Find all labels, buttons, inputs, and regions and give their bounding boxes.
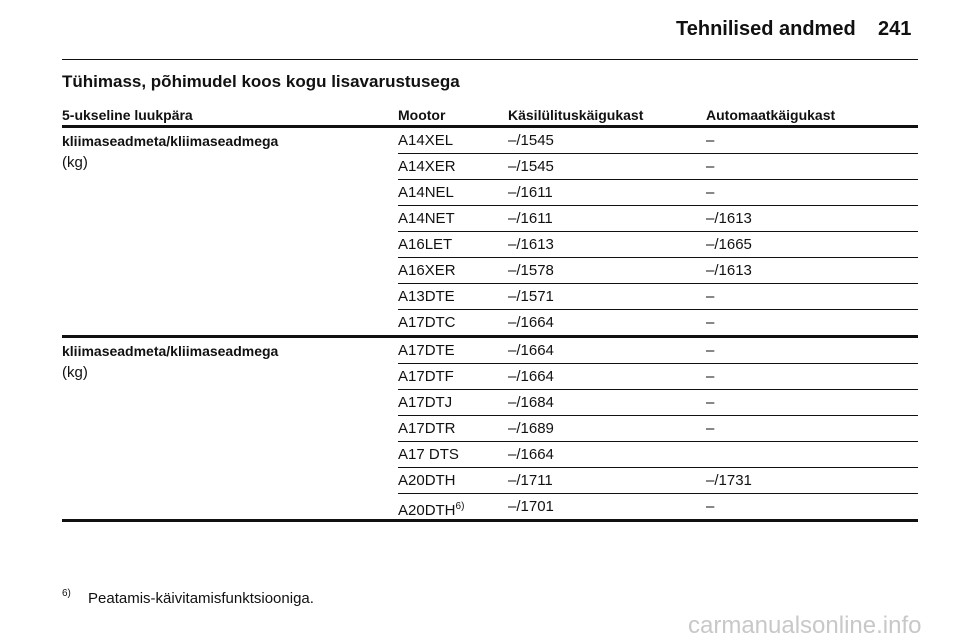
engine-cell: A20DTH <box>398 468 456 494</box>
row-rule <box>398 467 918 468</box>
manual-cell: –/1664 <box>508 446 554 463</box>
engine-cell: A17 DTS <box>398 442 459 468</box>
engine-cell: A17DTC <box>398 310 456 336</box>
automatic-cell: –/1731 <box>706 472 752 489</box>
automatic-cell: – <box>706 498 715 515</box>
automatic-cell: –/1613 <box>706 262 752 279</box>
manual-cell: –/1684 <box>508 394 554 411</box>
automatic-cell: – <box>706 132 715 149</box>
group-label: kliimaseadmeta/kliimaseadmega <box>62 133 279 149</box>
manual-cell: –/1664 <box>508 314 554 331</box>
row-rule <box>398 309 918 310</box>
engine-cell: A17DTF <box>398 364 454 390</box>
automatic-cell: – <box>706 288 715 305</box>
engine-cell: A14NEL <box>398 180 454 206</box>
row-rule <box>398 257 918 258</box>
engine-cell: A14XER <box>398 154 456 180</box>
row-rule <box>398 179 918 180</box>
engine: A14NET <box>398 210 455 227</box>
engine-cell: A14NET <box>398 206 455 232</box>
manual-cell: –/1689 <box>508 420 554 437</box>
engine-cell: A20DTH6) <box>398 494 464 524</box>
row-rule <box>398 231 918 232</box>
automatic-cell: – <box>706 158 715 175</box>
engine: A20DTH <box>398 472 456 489</box>
engine: A17 DTS <box>398 446 459 463</box>
engine-cell: A13DTE <box>398 284 455 310</box>
automatic-cell: – <box>706 342 715 359</box>
engine: A13DTE <box>398 288 455 305</box>
manual-cell: –/1701 <box>508 498 554 515</box>
column-header: Automaatkäigukast <box>706 107 836 123</box>
header-title: Tehnilised andmed <box>676 18 856 40</box>
manual-cell: –/1571 <box>508 288 554 305</box>
automatic-cell: – <box>706 394 715 411</box>
automatic-cell: – <box>706 368 715 385</box>
automatic-cell: – <box>706 420 715 437</box>
row-rule <box>398 441 918 442</box>
manual-cell: –/1711 <box>508 472 553 489</box>
column-header: Mootor <box>398 107 446 123</box>
group-label: kliimaseadmeta/kliimaseadmega <box>62 343 279 359</box>
row-rule <box>398 493 918 494</box>
section-title: Tühimass, põhimudel koos kogu lisavarust… <box>62 72 460 91</box>
engine: A14NEL <box>398 184 454 201</box>
row-rule <box>398 363 918 364</box>
note-mark: 6) <box>455 501 465 512</box>
manual-cell: –/1611 <box>508 184 553 201</box>
engine: A17DTE <box>398 342 455 359</box>
engine-cell: A14XEL <box>398 128 453 154</box>
footnote-mark: 6) <box>62 588 71 599</box>
engine: A17DTC <box>398 314 456 331</box>
manual-cell: –/1578 <box>508 262 554 279</box>
row-rule <box>398 283 918 284</box>
engine: A20DTH <box>398 502 456 519</box>
engine: A17DTF <box>398 368 454 385</box>
group-rule <box>62 335 918 338</box>
engine-cell: A16LET <box>398 232 452 258</box>
row-rule <box>398 205 918 206</box>
engine-cell: A17DTJ <box>398 390 452 416</box>
group-unit: (kg) <box>62 364 88 381</box>
column-header: Käsilülituskäigukast <box>508 107 644 123</box>
rule <box>62 59 918 60</box>
row-rule <box>398 415 918 416</box>
automatic-cell: – <box>706 184 715 201</box>
engine-cell: A16XER <box>398 258 456 284</box>
manual-cell: –/1664 <box>508 368 554 385</box>
engine: A17DTJ <box>398 394 453 411</box>
manual-cell: –/1611 <box>508 210 553 227</box>
engine: A17DTR <box>398 420 456 437</box>
column-header: 5-ukseline luukpära <box>62 107 193 123</box>
manual-cell: –/1545 <box>508 132 554 149</box>
group-unit: (kg) <box>62 154 88 171</box>
engine: A14XEL <box>398 132 454 149</box>
footnote-text: Peatamis-käivitamisfunktsiooniga. <box>88 590 314 607</box>
row-rule <box>398 153 918 154</box>
engine: A14XER <box>398 158 456 175</box>
engine-cell: A17DTE <box>398 338 455 364</box>
engine-cell: A17DTR <box>398 416 456 442</box>
header-rule <box>62 125 918 128</box>
manual-cell: –/1545 <box>508 158 554 175</box>
watermark: carmanualsonline.info <box>688 612 922 639</box>
engine: A16XER <box>398 262 456 279</box>
manual-cell: –/1613 <box>508 236 554 253</box>
automatic-cell: –/1613 <box>706 210 752 227</box>
automatic-cell: –/1665 <box>706 236 752 253</box>
row-rule <box>398 389 918 390</box>
page-number: 241 <box>878 18 912 40</box>
manual-cell: –/1664 <box>508 342 554 359</box>
group-rule <box>62 519 918 522</box>
automatic-cell: – <box>706 314 715 331</box>
engine: A16LET <box>398 236 453 253</box>
